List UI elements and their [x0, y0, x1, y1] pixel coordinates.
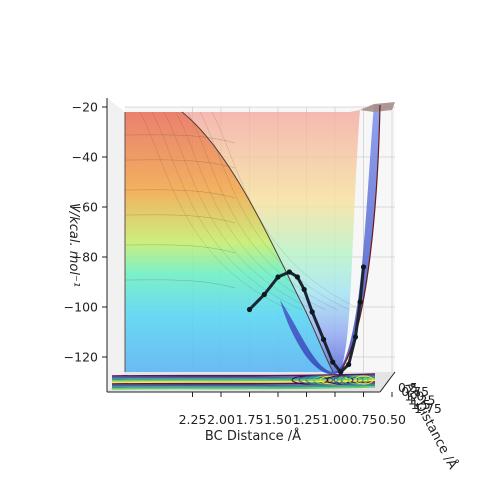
x-tick-label: 1.50 — [264, 412, 292, 427]
surface-band-line — [124, 159, 236, 169]
surface-mesh-line — [163, 111, 315, 311]
trajectory-point — [294, 274, 300, 280]
floor-contour-ring — [354, 375, 374, 385]
z-tick-label: 1.0 — [404, 388, 424, 403]
y-tick-label: −20 — [72, 100, 98, 115]
z-tick-label: 1.25 — [408, 393, 436, 408]
surface-mesh-line — [175, 111, 327, 311]
z-axis-line — [379, 371, 396, 393]
z-ticks: 0.50.751.01.251.51.75 — [398, 380, 442, 416]
floor-contour-line — [111, 382, 376, 387]
floor-contour-line — [111, 379, 376, 384]
x-tick-label: 2.00 — [207, 412, 235, 427]
trajectory-point — [330, 359, 336, 365]
floor-contour-ring — [333, 375, 359, 385]
surface-steep-wall-line — [339, 104, 381, 373]
left-pane — [107, 98, 125, 392]
x-tick-label: 2.25 — [179, 412, 207, 427]
trajectory-point — [352, 334, 359, 340]
surface-mesh-line — [199, 111, 351, 311]
floor-contours — [111, 373, 376, 390]
surface-mesh-line — [151, 111, 303, 311]
surface-top-right — [360, 102, 395, 112]
floor-contour-ring — [347, 375, 369, 385]
surface-band-line — [124, 134, 236, 144]
x-ticks: 2.25 2.00 1.75 1.50 1.25 1.00 0.75 0.50 — [179, 392, 406, 427]
surface-band-line — [124, 189, 236, 199]
trajectory-point — [275, 274, 281, 280]
y-tick-label: −80 — [72, 250, 98, 265]
surface-mesh-line — [139, 111, 291, 311]
trajectory-point — [301, 286, 307, 293]
surface-band-line — [124, 279, 236, 289]
floor-contour-ring — [326, 375, 354, 385]
trajectory-point — [261, 291, 267, 298]
surface-mesh-line — [211, 111, 363, 311]
x-tick-label: 0.50 — [378, 412, 406, 427]
x-tick-label: 0.75 — [350, 412, 378, 427]
y-axis-label: V/kcal. mol⁻¹ — [66, 203, 81, 287]
y-tick-label: −120 — [64, 350, 98, 365]
floor-contour-line — [111, 378, 376, 382]
surface-left-slope — [125, 112, 333, 372]
surface-contour-bands — [124, 111, 363, 311]
z-tick-label: 0.5 — [398, 380, 418, 395]
trajectory-point — [309, 309, 315, 315]
trajectory-point — [246, 306, 253, 313]
y-tick-label: −100 — [64, 300, 98, 315]
energy-surface — [111, 102, 395, 390]
floor-contour-line — [111, 373, 376, 377]
y-tick-label: −40 — [72, 150, 98, 165]
z-tick-label: 1.5 — [411, 397, 431, 412]
surface-band-line — [124, 214, 236, 224]
trajectory-point — [321, 336, 327, 343]
surface-ridge-line — [181, 111, 334, 373]
floor-contour-ring — [340, 375, 364, 385]
trajectory-point — [357, 299, 363, 305]
z-tick-label: 0.75 — [401, 384, 429, 399]
x-tick-label: 1.75 — [236, 412, 264, 427]
floor-contour-line — [111, 386, 376, 390]
x-tick-label: 1.00 — [321, 412, 349, 427]
x-tick-label: 1.25 — [293, 412, 321, 427]
trajectory-point — [360, 264, 367, 270]
x-axis-label: BC Distance /Å — [205, 428, 301, 444]
y-ticks: −20 −40 −60 −80 −100 −120 — [64, 100, 107, 365]
trajectory-point — [338, 369, 344, 375]
floor-contour-line — [111, 384, 376, 388]
floor-contour-line — [111, 376, 376, 380]
y-tick-label: −60 — [72, 200, 98, 215]
z-tick-label: 1.75 — [414, 401, 442, 416]
trajectory-point — [286, 269, 292, 275]
trajectory-point — [346, 361, 352, 368]
reaction-trajectory — [246, 264, 367, 375]
surface-band-line — [124, 244, 236, 254]
surface-mesh-line — [187, 111, 339, 311]
